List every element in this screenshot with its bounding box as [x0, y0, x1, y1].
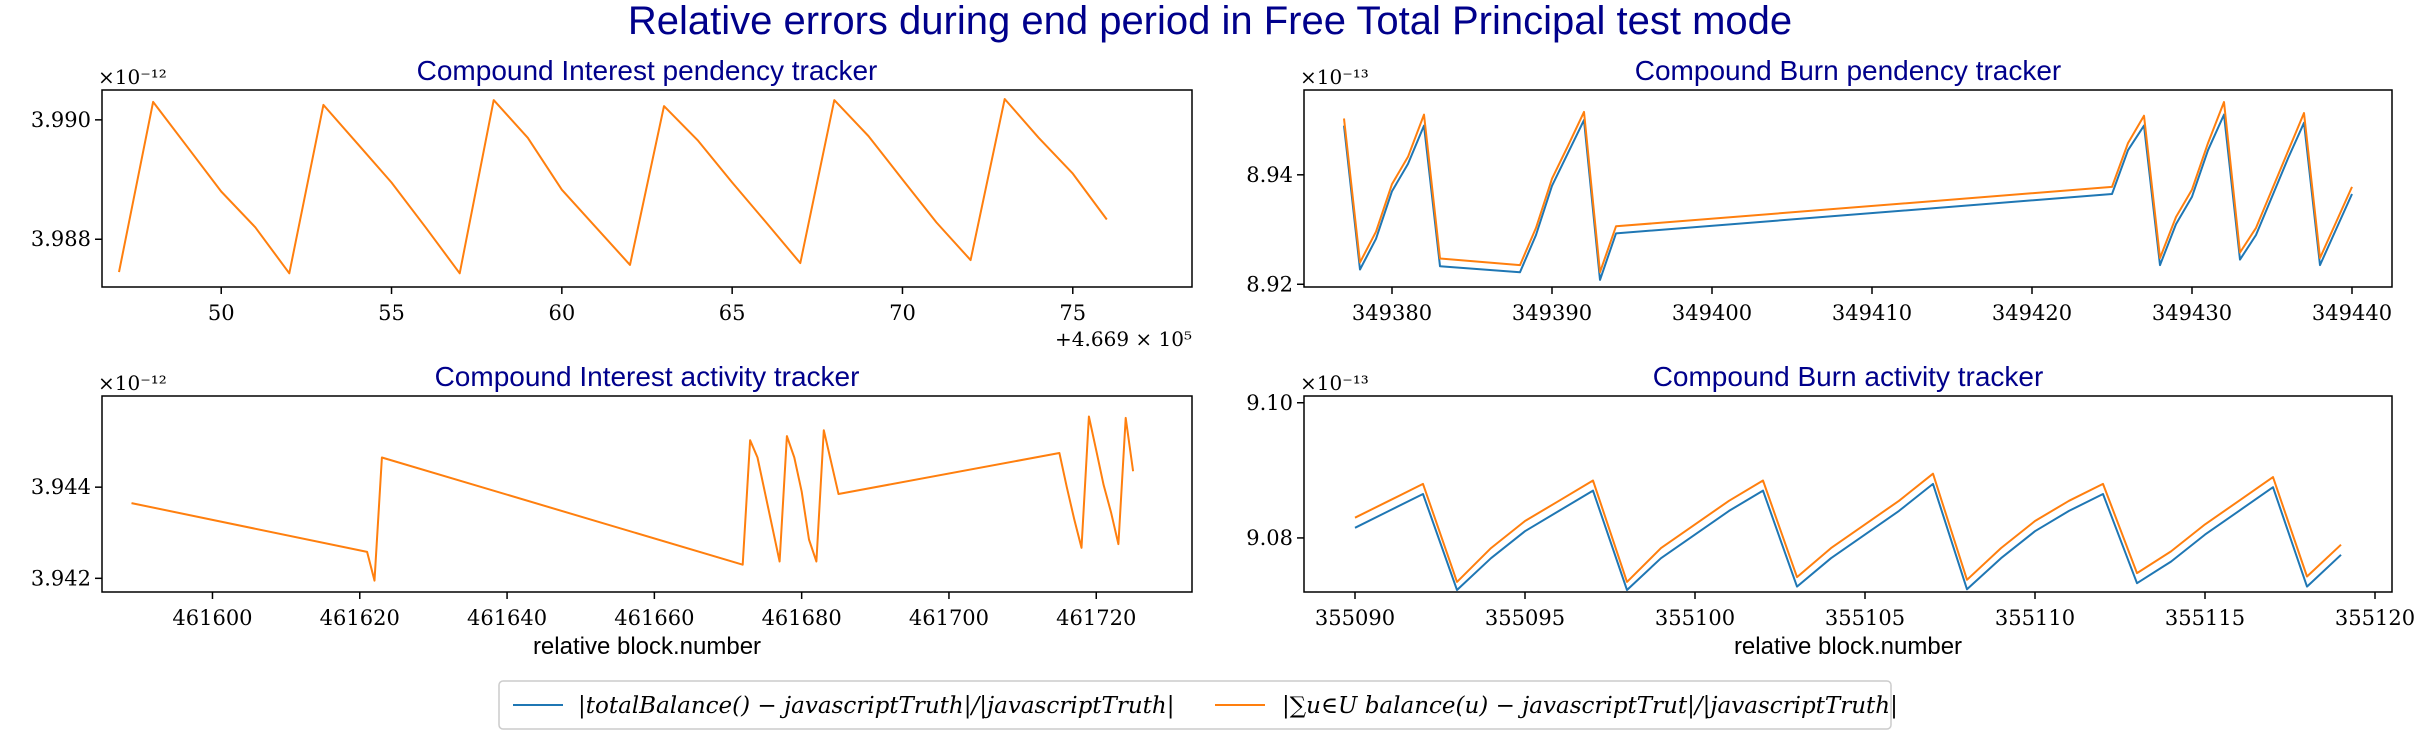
- axes-frame: [1303, 395, 2393, 593]
- series-line-1: [1343, 113, 2353, 281]
- x-tick-label: 55: [378, 301, 405, 325]
- x-tick-label: 349420: [1992, 301, 2072, 325]
- y-multiplier: ×10⁻¹³: [1300, 371, 1369, 395]
- series-line-2: [1343, 101, 2353, 274]
- x-tick-label: 75: [1059, 301, 1086, 325]
- subplot-title: Compound Burn pendency tracker: [1635, 55, 2061, 86]
- subplot-3: Compound Interest activity tracker 461600…: [31, 361, 1193, 660]
- axes-frame: [101, 89, 1193, 288]
- legend: |totalBalance() − javascriptTruth|/|java…: [498, 680, 1898, 730]
- x-tick-label: 349430: [2152, 301, 2232, 325]
- figure-title: Relative errors during end period in Fre…: [628, 0, 1792, 43]
- x-tick-label: 349410: [1832, 301, 1912, 325]
- x-tick-label: 349440: [2312, 301, 2392, 325]
- legend-entry-1: |totalBalance() − javascriptTruth|/|java…: [578, 693, 1174, 719]
- x-tick-label: 349380: [1352, 301, 1432, 325]
- legend-entry-2: |∑u∈U balance(u) − javascriptTrut|/|java…: [1282, 693, 1898, 719]
- y-tick-label: 3.942: [31, 566, 91, 590]
- x-tick-label: 461660: [614, 606, 694, 630]
- subplot-2: Compound Burn pendency tracker 349380 3493…: [1246, 55, 2393, 325]
- x-tick-label: 355090: [1315, 606, 1395, 630]
- x-tick-label: 355110: [1995, 606, 2075, 630]
- x-tick-label: 355115: [2165, 606, 2245, 630]
- x-offset: +4.669 × 10⁵: [1055, 327, 1192, 351]
- x-tick-label: 461600: [172, 606, 252, 630]
- subplot-4: Compound Burn activity tracker 355090 3550…: [1246, 361, 2415, 660]
- x-tick-label: 461700: [909, 606, 989, 630]
- x-tick-label: 349390: [1512, 301, 1592, 325]
- x-tick-label: 349400: [1672, 301, 1752, 325]
- subplot-1: Compound Interest pendency tracker 50 55 60…: [31, 55, 1193, 351]
- y-tick-label: 3.988: [31, 227, 91, 251]
- y-multiplier: ×10⁻¹³: [1300, 65, 1369, 89]
- x-tick-label: 355105: [1825, 606, 1905, 630]
- x-tick-label: 355095: [1485, 606, 1565, 630]
- x-tick-label: 461620: [320, 606, 400, 630]
- series-line-1: [118, 98, 1108, 275]
- y-tick-label: 3.990: [31, 108, 91, 132]
- x-tick-label: 70: [889, 301, 916, 325]
- y-tick-label: 8.92: [1246, 272, 1293, 296]
- x-axis-label: relative block.number: [533, 633, 761, 660]
- y-tick-label: 9.08: [1246, 526, 1293, 550]
- series-line-1: [131, 415, 1135, 582]
- x-tick-label: 60: [548, 301, 575, 325]
- series-line-2: [1354, 472, 2342, 583]
- x-tick-label: 461640: [467, 606, 547, 630]
- series-line-1: [1354, 482, 2342, 591]
- y-multiplier: ×10⁻¹²: [98, 371, 167, 395]
- subplots: Compound Interest pendency tracker 50 55 60…: [31, 55, 2415, 660]
- x-axis-label: relative block.number: [1734, 633, 1962, 660]
- x-tick-label: 50: [208, 301, 235, 325]
- x-tick-label: 461720: [1056, 606, 1136, 630]
- y-multiplier: ×10⁻¹²: [98, 65, 167, 89]
- y-tick-label: 8.94: [1246, 163, 1293, 187]
- subplot-title: Compound Interest pendency tracker: [417, 55, 878, 86]
- y-tick-label: 3.944: [31, 475, 91, 499]
- subplot-title: Compound Interest activity tracker: [435, 361, 860, 392]
- axes-frame: [101, 395, 1193, 593]
- x-tick-label: 355100: [1655, 606, 1735, 630]
- x-tick-label: 461680: [762, 606, 842, 630]
- legend-frame: [498, 680, 1892, 730]
- x-tick-label: 65: [719, 301, 746, 325]
- y-tick-label: 9.10: [1246, 391, 1293, 415]
- x-tick-label: 355120: [2335, 606, 2415, 630]
- subplot-title: Compound Burn activity tracker: [1653, 361, 2044, 392]
- axes-frame: [1303, 89, 2393, 288]
